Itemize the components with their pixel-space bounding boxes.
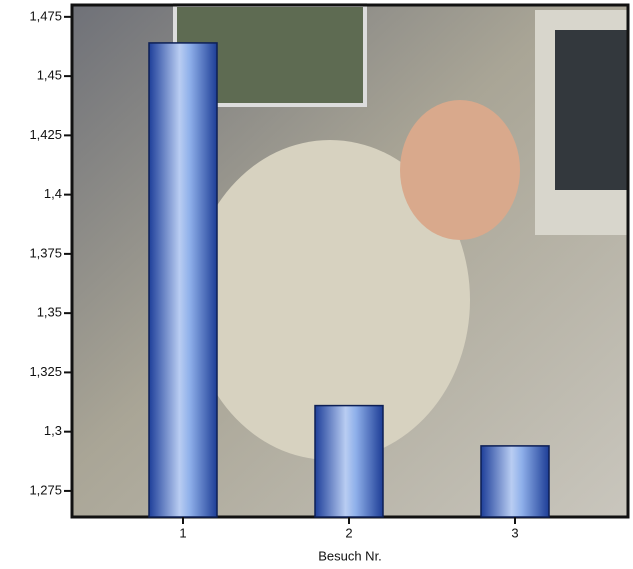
- bar: [314, 404, 384, 518]
- bar: [148, 42, 218, 518]
- x-tick-label: 3: [511, 525, 518, 540]
- y-tick-label: 1,4: [44, 186, 62, 201]
- photo-detail: [400, 100, 520, 240]
- photo-detail: [555, 30, 628, 190]
- x-tick-label: 2: [345, 525, 352, 540]
- y-tick-label: 1,3: [44, 423, 62, 438]
- y-tick-label: 1,325: [29, 364, 62, 379]
- y-tick-label: 1,475: [29, 8, 62, 23]
- y-tick-label: 1,425: [29, 127, 62, 142]
- y-tick-label: 1,45: [37, 68, 62, 83]
- bar: [480, 445, 550, 518]
- y-tick-label: 1,35: [37, 305, 62, 320]
- x-tick-label: 1: [179, 525, 186, 540]
- x-axis-label: Besuch Nr.: [318, 548, 382, 563]
- photo-detail: [190, 140, 470, 460]
- y-tick-label: 1,275: [29, 482, 62, 497]
- y-tick-label: 1,375: [29, 245, 62, 260]
